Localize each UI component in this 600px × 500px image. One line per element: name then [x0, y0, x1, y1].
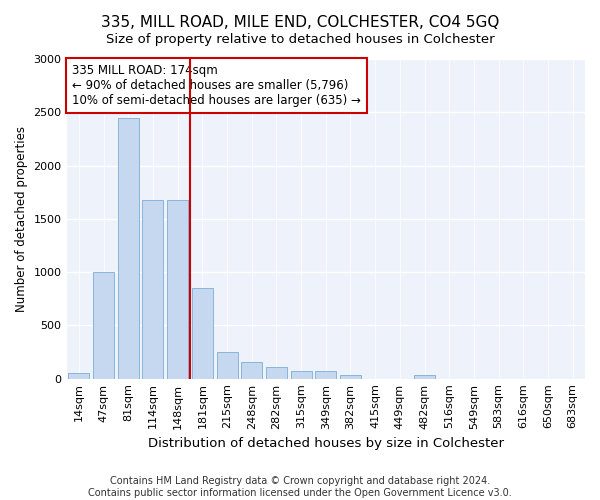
Bar [167, 200, 188, 378]
Bar [93, 272, 114, 378]
Bar [241, 362, 262, 378]
Bar [340, 376, 361, 378]
Bar [118, 118, 139, 378]
Bar [142, 200, 163, 378]
Y-axis label: Number of detached properties: Number of detached properties [15, 126, 28, 312]
Bar [290, 371, 311, 378]
Bar [414, 376, 435, 378]
X-axis label: Distribution of detached houses by size in Colchester: Distribution of detached houses by size … [148, 437, 504, 450]
Bar [68, 374, 89, 378]
Bar [266, 367, 287, 378]
Text: Size of property relative to detached houses in Colchester: Size of property relative to detached ho… [106, 32, 494, 46]
Bar [217, 352, 238, 378]
Text: 335, MILL ROAD, MILE END, COLCHESTER, CO4 5GQ: 335, MILL ROAD, MILE END, COLCHESTER, CO… [101, 15, 499, 30]
Bar [315, 371, 336, 378]
Text: 335 MILL ROAD: 174sqm
← 90% of detached houses are smaller (5,796)
10% of semi-d: 335 MILL ROAD: 174sqm ← 90% of detached … [72, 64, 361, 107]
Bar [192, 288, 213, 378]
Text: Contains HM Land Registry data © Crown copyright and database right 2024.
Contai: Contains HM Land Registry data © Crown c… [88, 476, 512, 498]
